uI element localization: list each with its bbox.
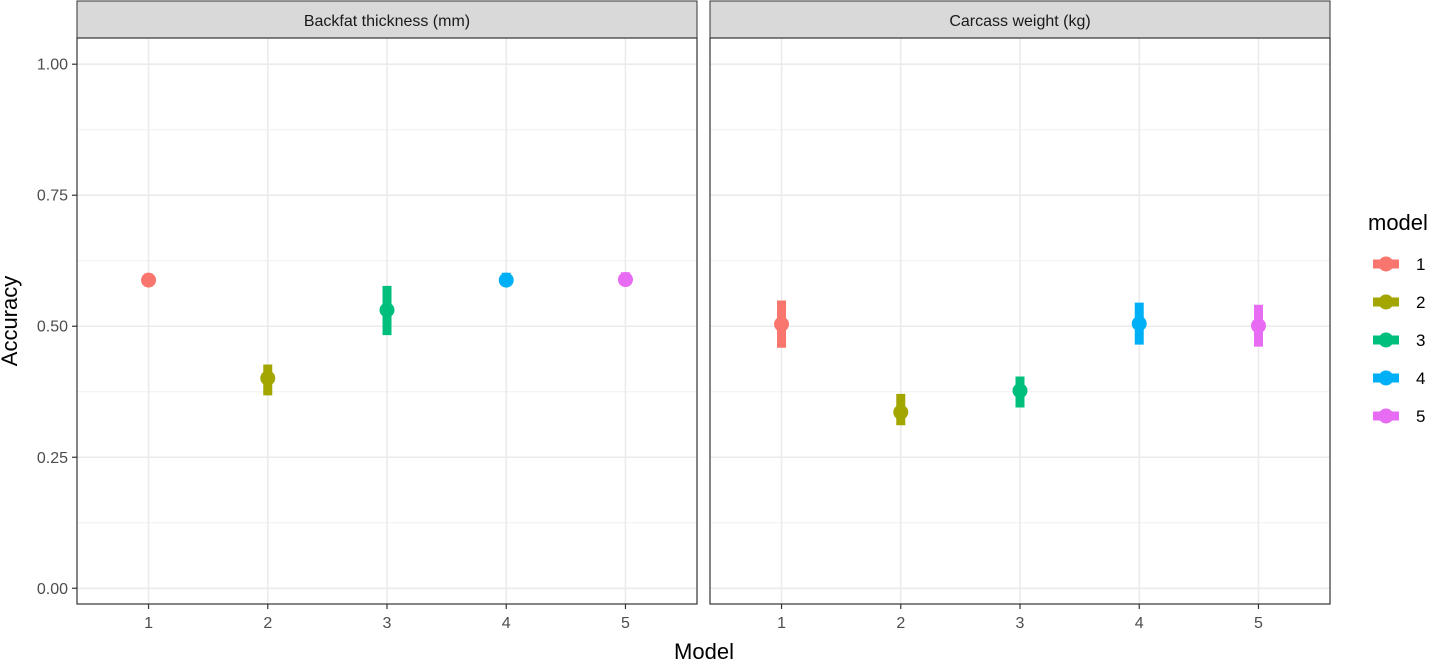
y-axis: 0.00 0.25 0.50 0.75 1.00 [37, 57, 77, 598]
data-point [379, 302, 395, 318]
x-tick-label: 4 [502, 615, 511, 632]
x-tick-label: 3 [383, 615, 392, 632]
data-point [1012, 383, 1028, 399]
x-axis-title: Model [674, 639, 734, 659]
legend-key-point [1378, 332, 1394, 348]
data-point [1250, 318, 1266, 334]
legend-key-point [1378, 408, 1394, 424]
legend-label: 4 [1416, 369, 1425, 388]
x-axis: 1 2 3 4 5 1 2 3 4 5 [144, 604, 1263, 632]
y-tick-label: 0.50 [37, 319, 68, 336]
data-point [260, 370, 276, 386]
facet-strip-label: Carcass weight (kg) [949, 13, 1090, 30]
legend-item: 1 [1373, 255, 1425, 274]
data-point [1131, 316, 1147, 332]
x-tick-label: 5 [1254, 615, 1263, 632]
data-point [893, 404, 909, 420]
legend-key-point [1378, 370, 1394, 386]
y-tick-label: 1.00 [37, 57, 68, 74]
legend: model 1 2 3 4 5 [1368, 210, 1428, 426]
legend-item: 4 [1373, 369, 1425, 388]
data-point [498, 272, 514, 288]
legend-title: model [1368, 210, 1428, 235]
y-tick-label: 0.75 [37, 188, 68, 205]
legend-key-point [1378, 256, 1394, 272]
x-tick-label: 5 [621, 615, 630, 632]
facet-strip [709, 0, 1331, 39]
y-axis-title: Accuracy [0, 276, 22, 366]
legend-item: 2 [1373, 293, 1425, 312]
y-tick-label: 0.00 [37, 581, 68, 598]
facet-panels: Backfat thickness (mm) Carcass weight (kg… [76, 0, 1331, 605]
data-point [774, 316, 790, 332]
facet-panel: Carcass weight (kg) [709, 0, 1331, 605]
facet-strip [76, 0, 698, 39]
legend-label: 1 [1416, 255, 1425, 274]
legend-item: 3 [1373, 331, 1425, 350]
x-tick-label: 1 [144, 615, 153, 632]
legend-label: 2 [1416, 293, 1425, 312]
legend-key-point [1378, 294, 1394, 310]
legend-label: 5 [1416, 407, 1425, 426]
legend-label: 3 [1416, 331, 1425, 350]
facet-strip-label: Backfat thickness (mm) [304, 13, 470, 30]
x-tick-label: 4 [1135, 615, 1144, 632]
x-tick-label: 2 [263, 615, 272, 632]
x-tick-label: 1 [777, 615, 786, 632]
x-tick-label: 3 [1016, 615, 1025, 632]
data-point [617, 272, 633, 288]
legend-item: 5 [1373, 407, 1425, 426]
data-point [141, 272, 157, 288]
y-tick-label: 0.25 [37, 450, 68, 467]
x-tick-label: 2 [896, 615, 905, 632]
facet-panel: Backfat thickness (mm) [76, 0, 698, 605]
